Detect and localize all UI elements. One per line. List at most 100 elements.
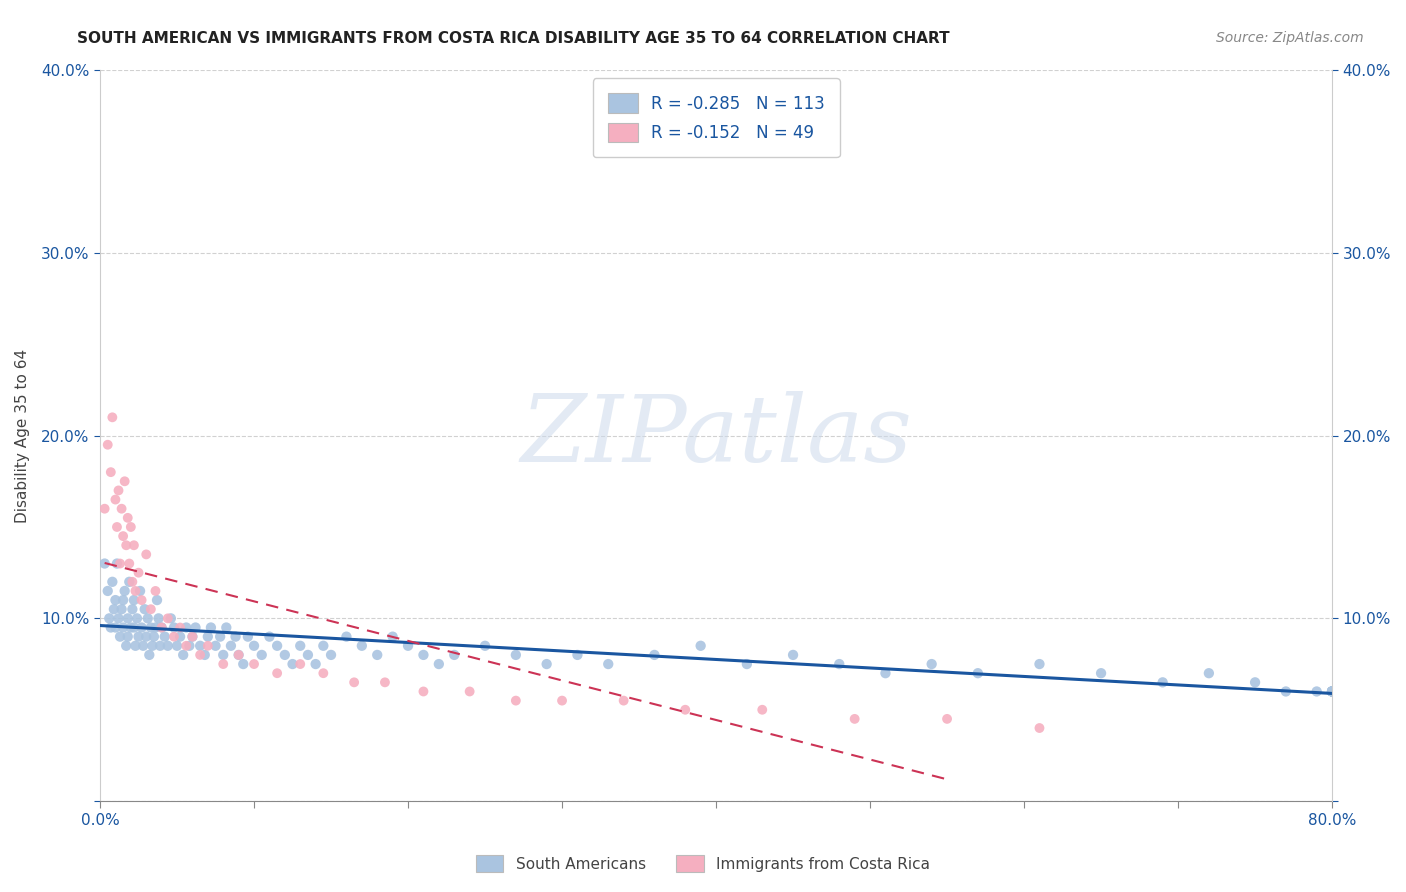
Text: ZIPatlas: ZIPatlas: [520, 391, 912, 481]
Point: [188, 648, 211, 662]
Point: [160, 611, 183, 625]
Point: [567, 648, 589, 662]
Point: [184, 620, 207, 634]
Point: [117, 511, 139, 525]
Point: [443, 648, 465, 662]
Point: [120, 620, 142, 634]
Point: [782, 648, 804, 662]
Point: [131, 620, 153, 634]
Point: [735, 657, 758, 671]
Legend: R = -0.285   N = 113, R = -0.152   N = 49: R = -0.285 N = 113, R = -0.152 N = 49: [592, 78, 839, 157]
Point: [228, 648, 250, 662]
Point: [105, 520, 128, 534]
Text: SOUTH AMERICAN VS IMMIGRANTS FROM COSTA RICA DISABILITY AGE 35 TO 64 CORRELATION: SOUTH AMERICAN VS IMMIGRANTS FROM COSTA …: [77, 31, 950, 46]
Point: [153, 630, 176, 644]
Point: [551, 693, 574, 707]
Point: [828, 657, 851, 671]
Point: [115, 639, 138, 653]
Point: [101, 574, 124, 589]
Point: [115, 538, 138, 552]
Point: [122, 593, 145, 607]
Point: [228, 648, 250, 662]
Point: [148, 611, 170, 625]
Point: [343, 675, 366, 690]
Point: [103, 602, 125, 616]
Point: [290, 639, 312, 653]
Point: [108, 630, 131, 644]
Point: [212, 648, 235, 662]
Point: [505, 648, 527, 662]
Point: [145, 620, 167, 634]
Point: [128, 630, 150, 644]
Point: [844, 712, 866, 726]
Point: [1090, 666, 1112, 681]
Point: [1320, 684, 1343, 698]
Point: [150, 620, 173, 634]
Point: [101, 410, 124, 425]
Point: [188, 639, 211, 653]
Point: [1320, 684, 1343, 698]
Point: [1028, 721, 1050, 735]
Point: [689, 639, 711, 653]
Point: [114, 584, 136, 599]
Point: [163, 630, 186, 644]
Point: [374, 675, 396, 690]
Point: [135, 630, 157, 644]
Point: [120, 520, 142, 534]
Point: [174, 639, 197, 653]
Point: [108, 557, 131, 571]
Point: [427, 657, 450, 671]
Point: [219, 639, 242, 653]
Point: [124, 584, 146, 599]
Point: [1244, 675, 1267, 690]
Point: [163, 620, 186, 634]
Point: [131, 593, 153, 607]
Point: [197, 630, 219, 644]
Point: [1320, 684, 1343, 698]
Point: [104, 593, 127, 607]
Point: [225, 630, 247, 644]
Point: [1320, 684, 1343, 698]
Point: [174, 620, 197, 634]
Point: [149, 639, 172, 653]
Point: [97, 584, 120, 599]
Point: [297, 648, 319, 662]
Point: [98, 611, 121, 625]
Point: [129, 584, 152, 599]
Point: [118, 557, 141, 571]
Point: [110, 602, 132, 616]
Point: [312, 666, 335, 681]
Point: [243, 639, 266, 653]
Point: [93, 557, 115, 571]
Point: [121, 602, 143, 616]
Point: [281, 657, 304, 671]
Point: [117, 630, 139, 644]
Point: [122, 538, 145, 552]
Point: [139, 620, 162, 634]
Point: [117, 611, 139, 625]
Point: [259, 630, 281, 644]
Point: [319, 648, 342, 662]
Point: [232, 657, 254, 671]
Point: [104, 620, 127, 634]
Point: [169, 620, 191, 634]
Point: [122, 620, 145, 634]
Point: [381, 630, 404, 644]
Point: [179, 639, 201, 653]
Point: [150, 620, 173, 634]
Point: [215, 620, 238, 634]
Point: [243, 657, 266, 671]
Point: [1152, 675, 1174, 690]
Point: [274, 648, 297, 662]
Point: [751, 703, 773, 717]
Point: [505, 693, 527, 707]
Point: [536, 657, 558, 671]
Point: [107, 611, 129, 625]
Point: [366, 648, 388, 662]
Point: [250, 648, 273, 662]
Point: [236, 630, 259, 644]
Point: [134, 602, 156, 616]
Point: [156, 611, 179, 625]
Point: [181, 630, 204, 644]
Point: [200, 620, 222, 634]
